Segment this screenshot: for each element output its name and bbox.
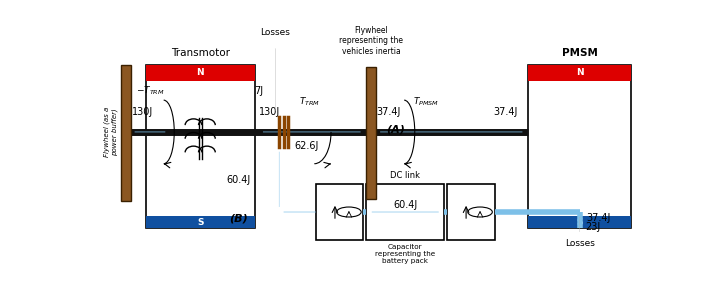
Text: 37.4J: 37.4J — [377, 107, 401, 117]
Bar — [528, 65, 631, 81]
Text: (A): (A) — [387, 125, 405, 135]
Text: Losses: Losses — [564, 239, 595, 248]
Text: 60.4J: 60.4J — [227, 176, 251, 186]
Text: 37.4J: 37.4J — [493, 107, 518, 117]
Text: $T_{PMSM}$: $T_{PMSM}$ — [413, 96, 438, 108]
Bar — [366, 184, 444, 240]
Text: 60.4J: 60.4J — [393, 200, 418, 210]
Bar — [528, 65, 631, 228]
Text: PMSM: PMSM — [562, 48, 598, 58]
Bar — [366, 67, 377, 199]
Text: Transmotor: Transmotor — [171, 48, 230, 58]
Bar — [145, 65, 255, 81]
Text: 37.4J: 37.4J — [586, 213, 611, 223]
Text: (B): (B) — [230, 214, 248, 224]
Text: Capacitor
representing the
battery pack: Capacitor representing the battery pack — [375, 244, 436, 264]
Text: 130J: 130J — [259, 107, 280, 117]
Bar — [121, 65, 131, 201]
Text: DC link: DC link — [390, 171, 420, 180]
Bar — [528, 216, 631, 228]
Text: $T_{TRM}$: $T_{TRM}$ — [300, 96, 320, 108]
Text: Flywheel (as a
power buffer): Flywheel (as a power buffer) — [104, 107, 117, 157]
Text: 23J: 23J — [585, 222, 600, 232]
Text: Losses: Losses — [261, 27, 290, 37]
Text: $-T_{TRM}$: $-T_{TRM}$ — [136, 84, 165, 97]
Text: N: N — [197, 68, 204, 77]
Text: Flywheel
representing the
vehicles inertia: Flywheel representing the vehicles inert… — [339, 26, 403, 56]
Bar — [447, 184, 495, 240]
Bar — [145, 216, 255, 228]
Text: 130J: 130J — [132, 107, 153, 117]
Bar — [145, 65, 255, 228]
Text: N: N — [576, 68, 583, 77]
Text: 7J: 7J — [254, 86, 263, 96]
Text: S: S — [197, 218, 204, 227]
Text: 62.6J: 62.6J — [294, 141, 319, 151]
Bar — [316, 184, 364, 240]
Text: S: S — [577, 218, 583, 227]
